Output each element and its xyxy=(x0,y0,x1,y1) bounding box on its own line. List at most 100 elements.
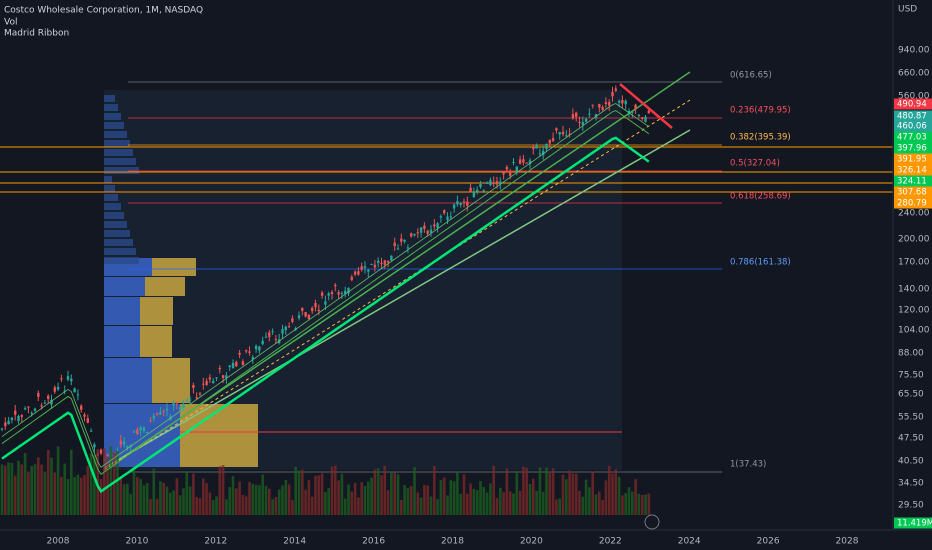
fib-label: 0(616.65) xyxy=(730,71,772,81)
candle-body xyxy=(509,171,512,176)
candle-body xyxy=(390,255,393,261)
price-tag xyxy=(894,98,932,110)
volume-bar xyxy=(627,487,631,515)
volume-bar xyxy=(330,466,334,515)
candle-body xyxy=(73,388,76,393)
volume-bar xyxy=(614,469,618,515)
volume-bar xyxy=(162,482,165,515)
volume-profile-bar xyxy=(104,113,121,120)
year-label: 2016 xyxy=(362,537,385,547)
candle-body xyxy=(535,145,538,149)
volume-bar xyxy=(419,497,423,515)
volume-bar xyxy=(337,480,340,515)
volume-bar xyxy=(66,479,70,515)
volume-profile-bar xyxy=(104,194,118,201)
candle-body xyxy=(528,160,532,165)
volume-bar xyxy=(515,470,519,515)
candle-body xyxy=(598,104,601,108)
candle-body xyxy=(76,394,80,396)
candle-body xyxy=(0,428,4,430)
volume-bar xyxy=(541,491,545,515)
candle-body xyxy=(50,399,53,405)
candle-body xyxy=(212,380,215,384)
volume-bar xyxy=(96,449,99,515)
volume-bar xyxy=(10,462,14,515)
candle-body xyxy=(63,390,66,392)
volume-bar xyxy=(403,484,406,515)
volume-bar xyxy=(63,463,66,515)
volume-bar xyxy=(499,487,502,515)
candle-body xyxy=(396,248,400,250)
volume-bar xyxy=(284,479,288,515)
volume-profile-bar xyxy=(145,277,185,296)
candle-body xyxy=(152,415,155,419)
candle-body xyxy=(248,351,251,353)
replay-button[interactable] xyxy=(644,514,660,530)
candle-body xyxy=(538,153,542,155)
year-label: 2024 xyxy=(678,537,701,547)
volume-bar xyxy=(360,482,363,515)
candle-body xyxy=(80,405,83,410)
candle-body xyxy=(198,393,202,395)
volume-bar xyxy=(221,465,225,515)
candle-body xyxy=(347,287,350,294)
volume-bar xyxy=(277,489,281,515)
volume-bar xyxy=(439,480,443,515)
candle-body xyxy=(83,414,86,417)
candle-body xyxy=(17,416,20,422)
volume-bar xyxy=(376,468,380,515)
candle-body xyxy=(621,99,624,104)
price-label: 104.00 xyxy=(898,326,930,336)
volume-bar xyxy=(485,492,489,515)
candle-body xyxy=(53,387,56,392)
candle-body xyxy=(281,329,284,334)
candle-body xyxy=(555,128,558,131)
price-label: 660.00 xyxy=(898,69,930,79)
volume-bar xyxy=(505,468,509,515)
candle-body xyxy=(357,271,360,275)
volume-bar xyxy=(254,484,258,515)
price-label: 120.00 xyxy=(898,306,930,316)
price-tag-label: 490.94 xyxy=(897,100,927,110)
volume-bar xyxy=(324,491,327,515)
volume-bar xyxy=(136,476,139,515)
candle-body xyxy=(571,114,575,119)
candle-body xyxy=(192,384,195,389)
volume-bar xyxy=(261,474,264,515)
volume-bar xyxy=(53,472,57,515)
volume-bar xyxy=(228,487,231,515)
price-label: 88.00 xyxy=(898,349,924,359)
candle-body xyxy=(245,350,248,352)
candle-body xyxy=(320,292,324,296)
volume-bar xyxy=(116,450,119,515)
candle-body xyxy=(139,427,142,431)
candle-body xyxy=(215,377,218,379)
volume-bar xyxy=(307,480,311,515)
price-tag xyxy=(894,175,932,187)
volume-profile-bar xyxy=(104,248,136,255)
volume-bar xyxy=(33,464,37,515)
volume-bar xyxy=(343,498,347,515)
fib-label: 0.236(479.95) xyxy=(730,106,791,116)
volume-profile-bar xyxy=(140,297,173,325)
year-label: 2012 xyxy=(204,537,227,547)
volume-bar xyxy=(291,499,294,515)
candle-body xyxy=(231,362,235,368)
candle-body xyxy=(43,402,47,404)
candle-body xyxy=(578,121,581,123)
volume-bar xyxy=(281,485,284,515)
symbol-title: Costco Wholesale Corporation, 1M, NASDAQ xyxy=(4,6,203,16)
candle-body xyxy=(482,190,485,192)
fib-label: 1(37.43) xyxy=(730,460,766,470)
candle-body xyxy=(406,247,410,249)
volume-bar xyxy=(621,495,624,515)
volume-bar xyxy=(142,485,146,515)
volume-bar xyxy=(129,494,132,515)
candle-body xyxy=(37,392,40,397)
volume-bar xyxy=(294,466,297,515)
candle-body xyxy=(330,292,334,295)
volume-bar xyxy=(340,473,344,515)
volume-bar xyxy=(588,487,591,515)
candle-body xyxy=(268,332,271,337)
volume-profile-bar xyxy=(104,122,124,129)
